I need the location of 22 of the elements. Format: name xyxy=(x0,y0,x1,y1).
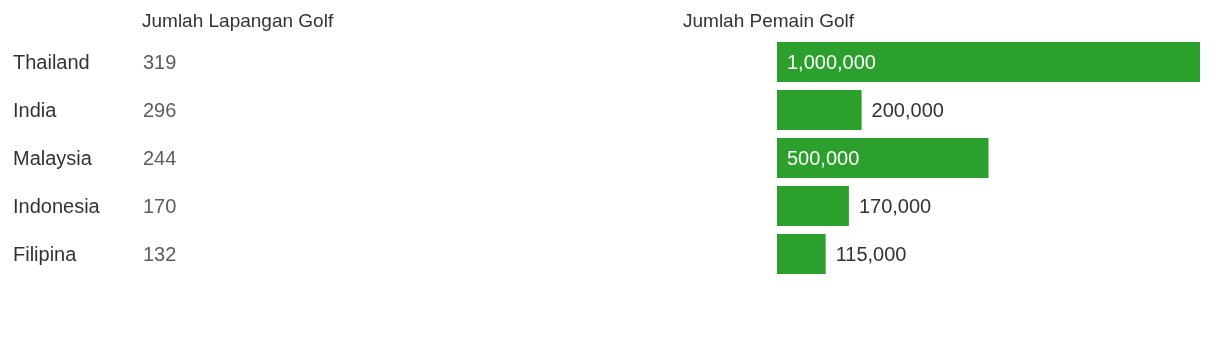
bar xyxy=(777,138,989,178)
chart-title: Jumlah Pemain Golf xyxy=(683,10,855,31)
bar xyxy=(777,42,1200,82)
text: Jumlah Lapangan Golf xyxy=(142,10,334,31)
data-label: 115,000 xyxy=(835,243,907,265)
bar xyxy=(777,234,826,274)
data-label: 170,000 xyxy=(858,195,932,217)
category-label: India xyxy=(13,99,58,121)
category-label: Thailand xyxy=(13,51,90,73)
data-label: 500,000 xyxy=(787,147,860,169)
data-label: 319 xyxy=(143,51,177,73)
category-label: Filipina xyxy=(13,243,78,265)
data-label: 244 xyxy=(143,147,177,169)
category-label: Malaysia xyxy=(13,147,93,169)
data-label: 132 xyxy=(143,243,177,265)
bar xyxy=(777,186,849,226)
data-label: 170 xyxy=(143,195,177,217)
data-label: 200,000 xyxy=(871,99,944,121)
bar xyxy=(777,90,862,130)
data-label: 296 xyxy=(143,99,177,121)
data-label: 1,000,000 xyxy=(787,51,876,73)
category-label: Indonesia xyxy=(13,195,101,217)
